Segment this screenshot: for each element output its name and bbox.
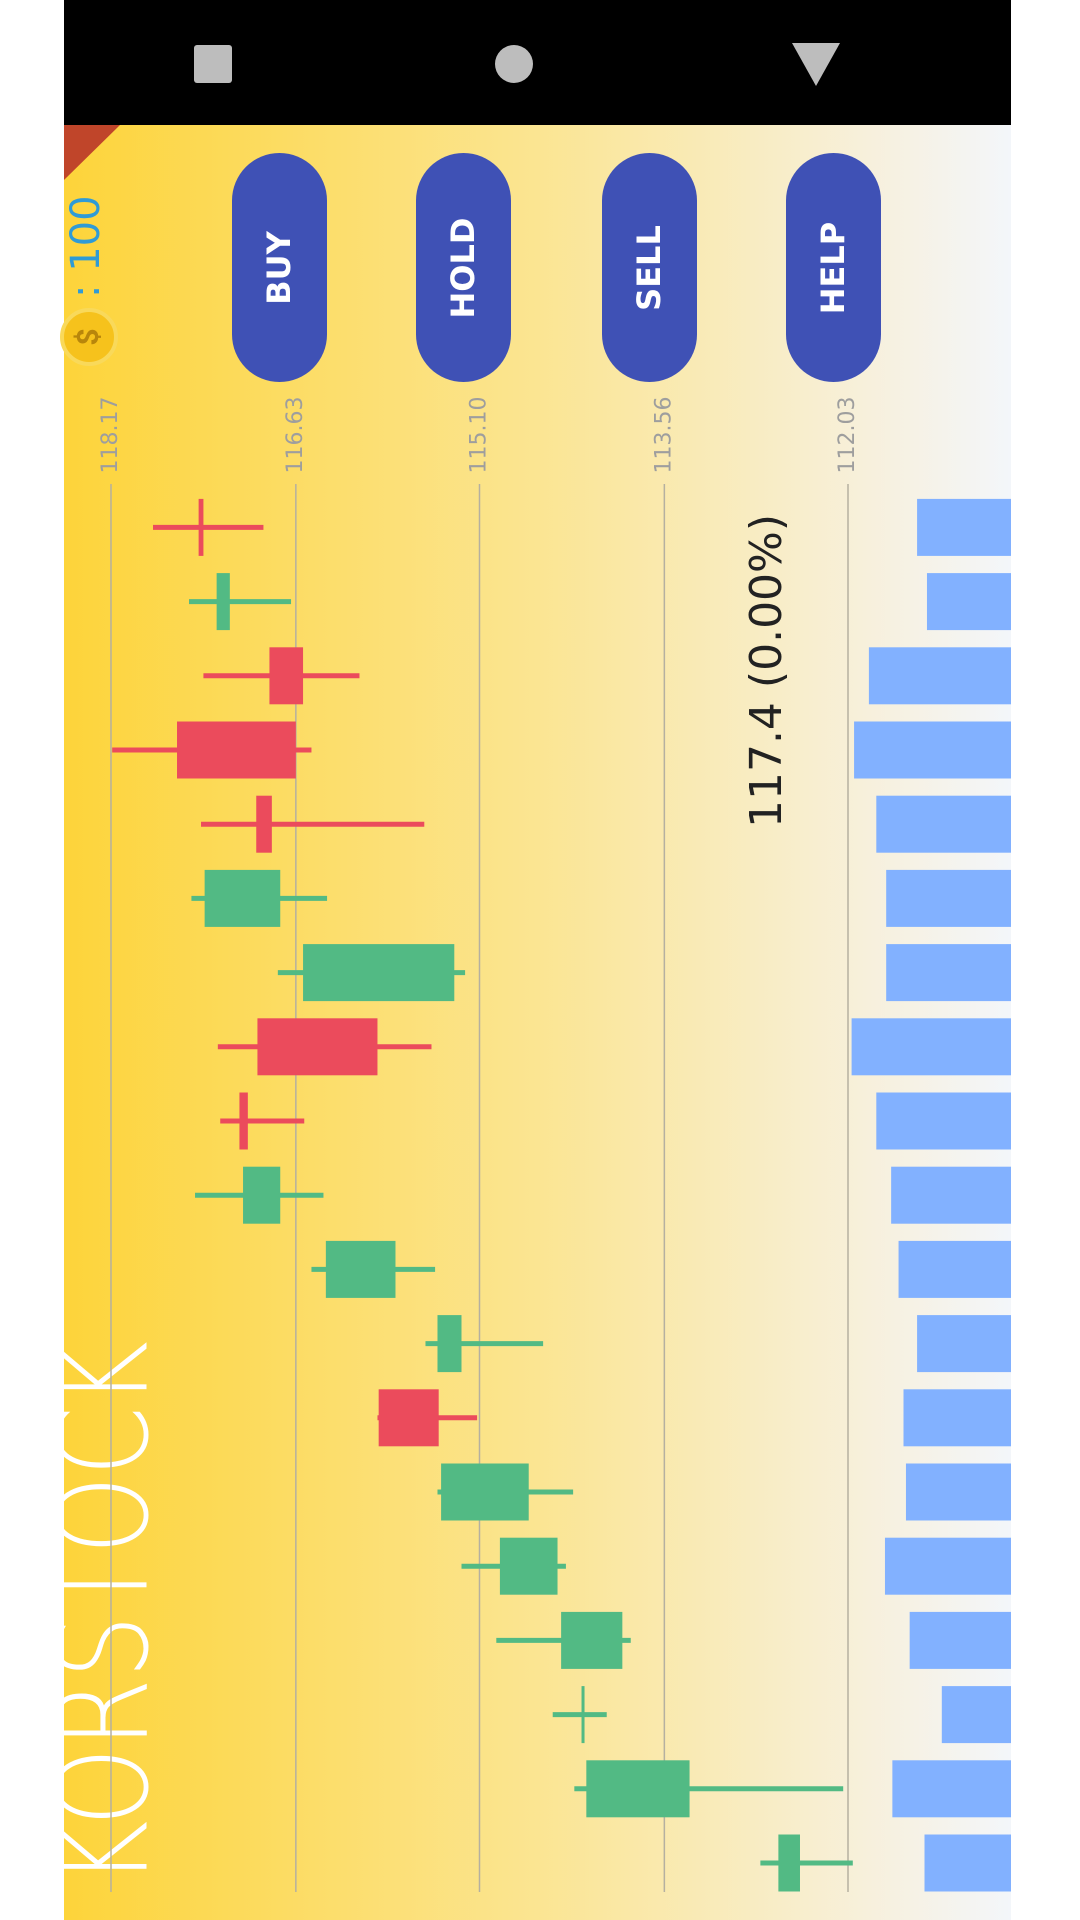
volume-bar bbox=[851, 1018, 1012, 1076]
volume-bar bbox=[941, 1686, 1011, 1744]
candle-body bbox=[437, 1315, 462, 1373]
volume-bar bbox=[926, 573, 1012, 631]
candle-body bbox=[581, 1686, 585, 1744]
candle-body bbox=[216, 573, 230, 631]
recents-button[interactable] bbox=[194, 45, 232, 83]
volume-bar bbox=[892, 1760, 1011, 1818]
button[interactable] bbox=[786, 153, 881, 382]
button[interactable] bbox=[602, 153, 697, 382]
y-tick-label: 118.17 bbox=[98, 397, 123, 474]
button-label[interactable]: HELP bbox=[814, 222, 852, 314]
volume-bar bbox=[909, 1611, 1012, 1669]
button[interactable] bbox=[416, 153, 511, 382]
candle-body bbox=[778, 1834, 800, 1892]
ribbon bbox=[64, 125, 120, 180]
candle-body bbox=[561, 1611, 623, 1669]
volume-bar bbox=[898, 1240, 1011, 1298]
button-label[interactable]: HOLD bbox=[444, 218, 482, 319]
price-label: 117.4 (0.00%) bbox=[741, 514, 792, 828]
candle-body bbox=[256, 795, 272, 853]
volume-bar bbox=[924, 1834, 1011, 1892]
y-tick-label: 112.03 bbox=[835, 397, 860, 474]
volume-bar bbox=[854, 721, 1011, 779]
candle-body bbox=[257, 1018, 378, 1076]
candle-body bbox=[239, 1092, 248, 1150]
volume-bar bbox=[886, 869, 1011, 927]
candle-body bbox=[177, 721, 296, 779]
volume-bar bbox=[884, 1537, 1012, 1595]
volume-bar bbox=[891, 1166, 1011, 1224]
candle-body bbox=[204, 869, 281, 927]
background bbox=[64, 125, 1011, 1920]
y-tick-label: 116.63 bbox=[283, 397, 308, 474]
coin-symbol: $ bbox=[71, 328, 106, 345]
volume-bar bbox=[917, 498, 1011, 556]
candle-body bbox=[586, 1760, 690, 1818]
button[interactable] bbox=[232, 153, 327, 382]
candle-body bbox=[303, 944, 455, 1002]
y-tick-label: 113.56 bbox=[651, 397, 676, 474]
candle-body bbox=[243, 1166, 281, 1224]
volume-bar bbox=[905, 1463, 1012, 1521]
volume-bar bbox=[868, 647, 1011, 705]
coin-icon bbox=[60, 308, 118, 366]
volume-bar bbox=[876, 1092, 1012, 1150]
candle-body bbox=[378, 1389, 439, 1447]
coins: : 100 bbox=[63, 195, 109, 298]
candle-body bbox=[441, 1463, 529, 1521]
candle-body bbox=[198, 498, 204, 556]
candle-body bbox=[499, 1537, 558, 1595]
button-label[interactable]: SELL bbox=[630, 225, 668, 311]
y-tick-label: 115.10 bbox=[467, 397, 492, 474]
candle-body bbox=[269, 647, 304, 705]
volume-bar bbox=[876, 795, 1012, 853]
nav-bar bbox=[64, 0, 1011, 125]
volume-bar bbox=[886, 944, 1011, 1002]
volume-bar bbox=[917, 1315, 1011, 1373]
button-label[interactable]: BUY bbox=[260, 230, 298, 304]
app-title: KORSTOCK bbox=[31, 1341, 176, 1886]
volume-bar bbox=[903, 1389, 1011, 1447]
back-button[interactable] bbox=[792, 43, 840, 86]
home-button[interactable] bbox=[495, 45, 533, 83]
candle-body bbox=[325, 1240, 396, 1298]
